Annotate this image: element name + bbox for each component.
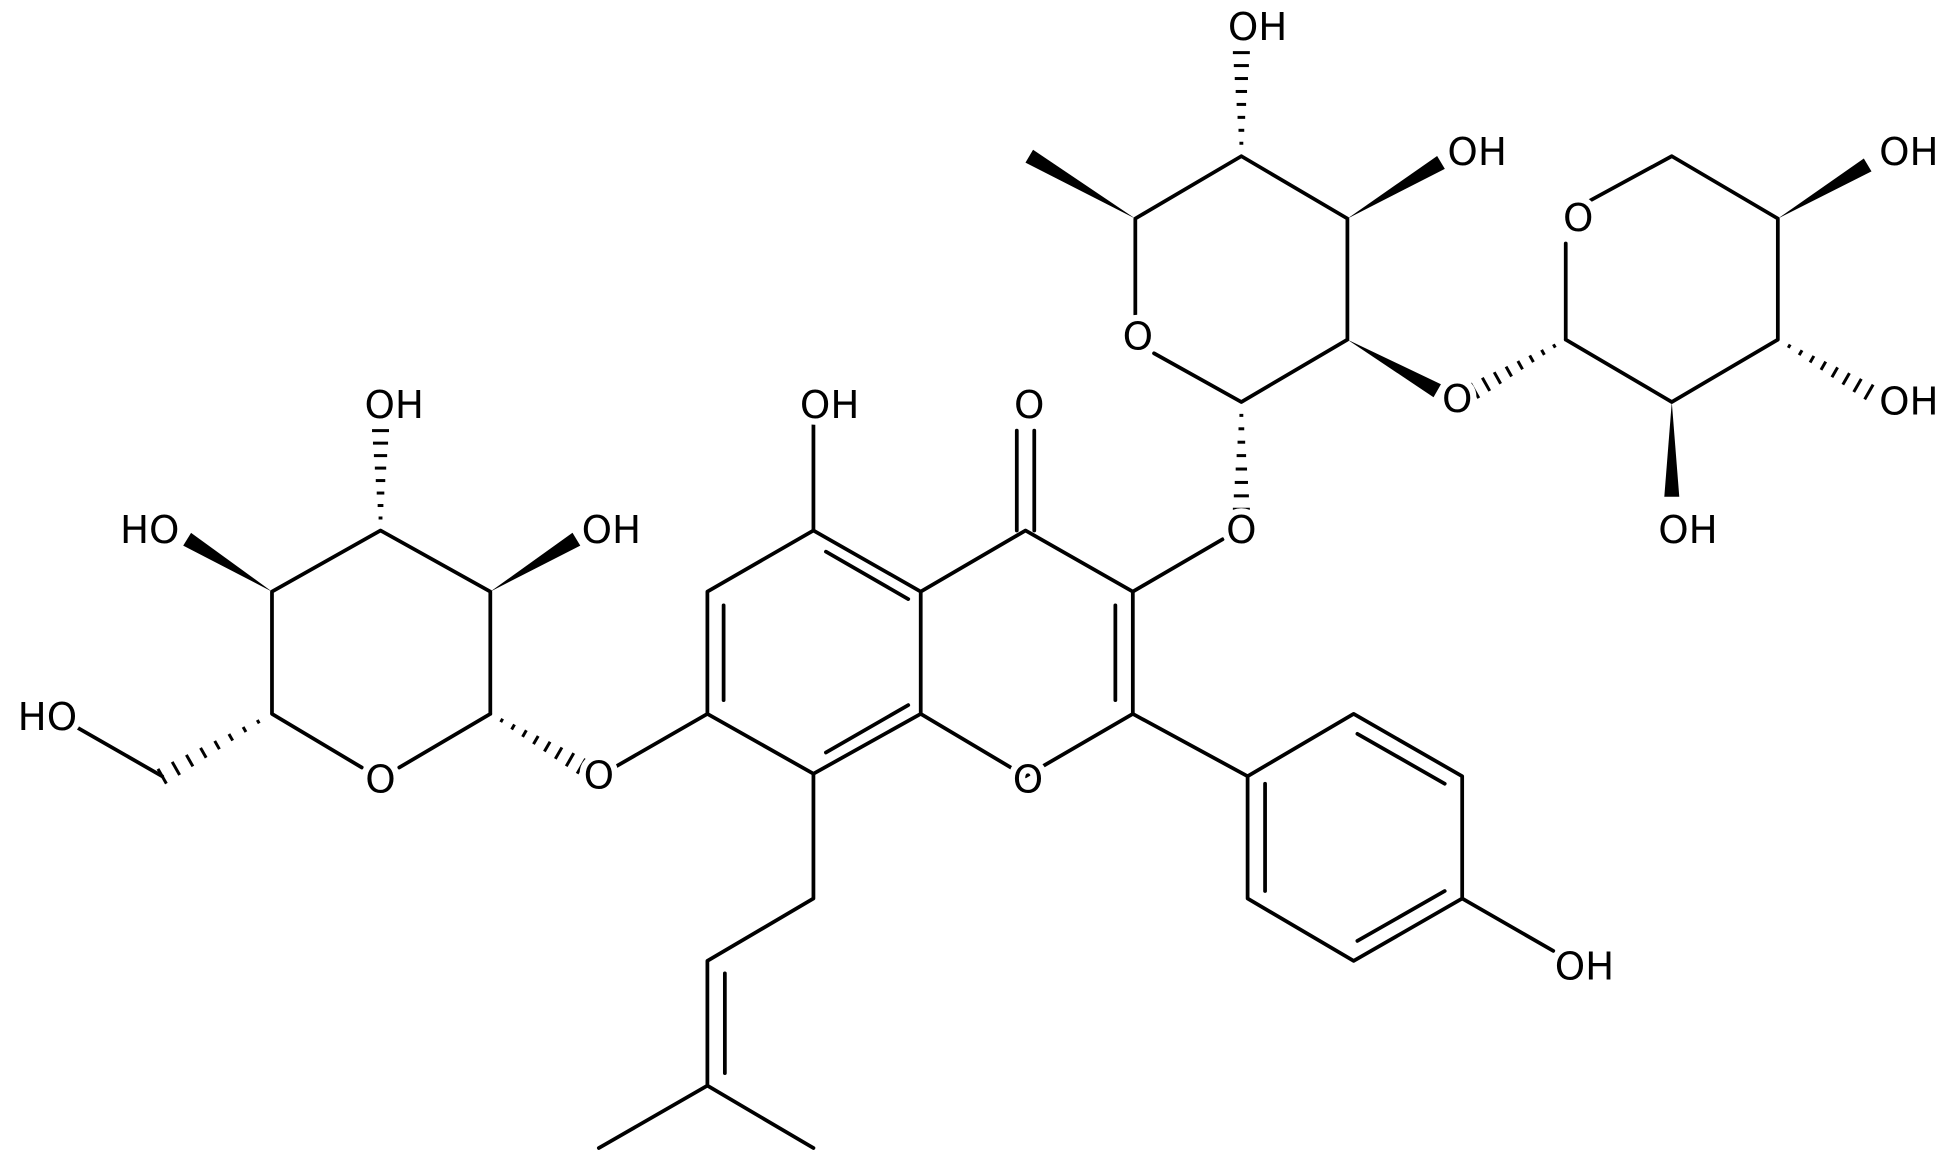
atom-label: O bbox=[1563, 196, 1593, 241]
hash-stroke bbox=[564, 752, 576, 768]
hash-stroke bbox=[1516, 360, 1524, 371]
wedge-shape bbox=[490, 532, 581, 592]
wedge bbox=[183, 532, 272, 592]
hash-stroke bbox=[488, 712, 493, 716]
wedge bbox=[1025, 149, 1136, 219]
hash bbox=[1776, 337, 1875, 401]
hash-stroke bbox=[575, 758, 587, 775]
atom-label: O bbox=[365, 757, 395, 802]
wedge-shape bbox=[1347, 339, 1441, 398]
atom-label: O bbox=[1014, 383, 1044, 428]
atom-label: OH bbox=[582, 508, 642, 553]
hash-stroke bbox=[521, 729, 528, 738]
hash-stroke bbox=[199, 747, 208, 759]
hash-stroke bbox=[1492, 371, 1502, 385]
hash-stroke bbox=[1863, 383, 1875, 401]
hash-stroke bbox=[1528, 354, 1535, 363]
atom-label: OH bbox=[1658, 508, 1718, 553]
bonds bbox=[75, 51, 1875, 1150]
hash-stroke bbox=[1852, 378, 1863, 393]
hash-stroke bbox=[255, 719, 261, 725]
hash-stroke bbox=[270, 712, 274, 716]
atom-label: OH bbox=[1228, 5, 1288, 50]
atom-label: O bbox=[584, 754, 614, 799]
hash-stroke bbox=[543, 740, 552, 753]
wedge bbox=[490, 532, 581, 592]
bond bbox=[1263, 731, 1556, 953]
wedge-shape bbox=[183, 532, 272, 592]
hash-stroke bbox=[1776, 337, 1780, 342]
atom-label: O bbox=[1442, 377, 1472, 422]
hash bbox=[1232, 400, 1250, 511]
hash-stroke bbox=[170, 761, 181, 776]
bond bbox=[721, 549, 1118, 755]
atom-label: OH bbox=[800, 383, 859, 428]
hash-stroke bbox=[554, 746, 564, 760]
hash bbox=[488, 712, 587, 775]
wedge bbox=[1777, 158, 1872, 219]
bond bbox=[918, 528, 1135, 779]
atom-label: O bbox=[1226, 508, 1256, 553]
hash bbox=[156, 712, 274, 785]
bond bbox=[1245, 711, 1465, 963]
hash-stroke bbox=[1830, 366, 1839, 379]
hash-stroke bbox=[185, 754, 195, 768]
bond bbox=[1563, 154, 1780, 404]
atom-label: O bbox=[1123, 315, 1153, 360]
wedge-shape bbox=[1777, 158, 1872, 219]
hash-stroke bbox=[1481, 377, 1492, 392]
hash-stroke bbox=[1808, 355, 1816, 364]
atom-label: OH bbox=[1447, 130, 1507, 175]
wedge bbox=[1347, 156, 1445, 219]
hash-stroke bbox=[1819, 360, 1828, 371]
hash bbox=[372, 429, 390, 532]
bond bbox=[75, 528, 493, 779]
bond bbox=[614, 422, 1250, 779]
hash-stroke bbox=[1540, 349, 1546, 356]
hash-stroke bbox=[156, 768, 168, 785]
hash-stroke bbox=[1563, 337, 1568, 342]
hash-stroke bbox=[1469, 382, 1481, 399]
hash-stroke bbox=[1552, 343, 1557, 349]
wedge-shape bbox=[1347, 156, 1445, 219]
wedge-shape bbox=[1664, 401, 1680, 497]
hash-stroke bbox=[1841, 372, 1851, 386]
atom-label: OH bbox=[364, 383, 423, 428]
atom-label: OH bbox=[1879, 379, 1939, 424]
atom-label: OH bbox=[1555, 945, 1615, 990]
hash-stroke bbox=[1797, 349, 1804, 356]
hash bbox=[1469, 337, 1568, 399]
atom-label: OH bbox=[1879, 130, 1939, 175]
atom-label: HO bbox=[18, 695, 78, 740]
hash-stroke bbox=[213, 740, 221, 750]
atom-label: HO bbox=[120, 508, 180, 553]
hash bbox=[1232, 51, 1250, 158]
atom-label: O bbox=[1013, 757, 1043, 802]
bond bbox=[705, 528, 923, 776]
hash-stroke bbox=[532, 735, 540, 745]
wedge-shape bbox=[1025, 149, 1136, 219]
bond bbox=[596, 771, 816, 1150]
hash-stroke bbox=[1504, 365, 1513, 378]
hash-stroke bbox=[499, 717, 504, 723]
hash-stroke bbox=[1786, 343, 1792, 349]
hash-stroke bbox=[241, 726, 248, 733]
wedge bbox=[1347, 339, 1441, 398]
wedge bbox=[1664, 401, 1680, 497]
bond bbox=[1133, 154, 1350, 404]
hash-stroke bbox=[510, 723, 516, 731]
atom-labels: OH O O O O OH O OH OH HO HO O OH OH O O … bbox=[11, 0, 1944, 996]
hash-stroke bbox=[227, 733, 234, 742]
